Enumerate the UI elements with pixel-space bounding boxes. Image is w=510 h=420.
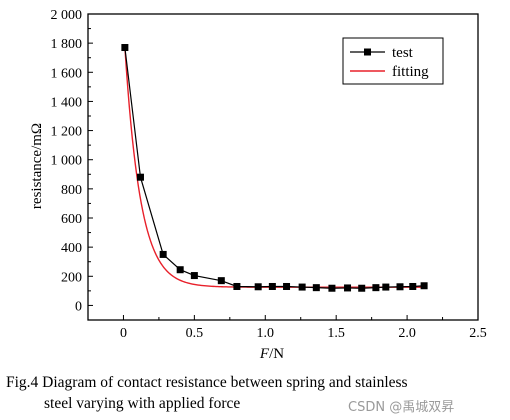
test-data-point: [396, 283, 404, 291]
x-axis-label-unit: /N: [269, 346, 284, 362]
y-tick-label: 1 000: [51, 154, 83, 169]
legend: test fitting: [342, 37, 444, 85]
test-data-point: [121, 44, 129, 52]
legend-box: [342, 37, 444, 85]
test-data-point: [312, 284, 320, 292]
y-tick-label: 1 800: [51, 37, 83, 52]
legend-test-label: test: [392, 45, 414, 61]
x-tick-label: 0: [120, 326, 127, 341]
caption-line-2: steel varying with applied force: [44, 395, 241, 412]
test-data-point: [382, 283, 390, 291]
y-axis-label: resistance/mΩ: [29, 123, 45, 209]
x-tick-label: 2.5: [469, 326, 487, 341]
plot-area: [87, 13, 479, 321]
x-tick-label: 2.0: [398, 326, 416, 341]
legend-fitting-label: fitting: [392, 64, 429, 80]
test-data-point: [409, 282, 417, 290]
test-data-point: [358, 284, 366, 292]
test-data-point: [372, 284, 380, 292]
test-data-point: [328, 284, 336, 292]
caption-line-1: Fig.4 Diagram of contact resistance betw…: [6, 374, 408, 391]
x-tick-label: 0.5: [186, 326, 204, 341]
x-tick-label: 1.0: [257, 326, 275, 341]
test-data-point: [233, 282, 241, 290]
test-data-point: [217, 277, 225, 285]
y-tick-label: 2 000: [51, 8, 83, 23]
watermark: CSDN @禹城双昇: [348, 400, 455, 415]
y-tick-label: 800: [61, 183, 82, 198]
plot-frame: [87, 13, 479, 321]
y-tick-label: 1 600: [51, 66, 83, 81]
y-tick-label: 1 400: [51, 95, 83, 110]
y-tick-label: 600: [61, 212, 82, 227]
y-tick-label: 200: [61, 270, 82, 285]
x-axis-label-variable: F: [259, 346, 270, 362]
test-data-point: [344, 284, 352, 292]
y-tick-label: 0: [75, 299, 82, 314]
test-data-point: [159, 250, 167, 258]
test-data-point: [254, 283, 262, 291]
test-data-point: [136, 173, 144, 181]
test-data-point: [176, 266, 184, 274]
x-axis: 0 0.5 1.0 1.5 2.0 2.5: [120, 315, 487, 341]
test-data-point: [283, 282, 291, 290]
legend-test-marker: [364, 48, 371, 56]
y-tick-label: 1 200: [51, 125, 83, 140]
series-layer: [121, 44, 428, 292]
y-axis: 0 200 400 600 800 1 000 1 200 1 400 1 600 1 800 2 …: [51, 8, 93, 314]
test-data-point: [268, 282, 276, 290]
test-data-point: [420, 282, 428, 290]
test-data-point: [190, 272, 198, 280]
x-tick-label: 1.5: [327, 326, 345, 341]
x-axis-label: F/N: [259, 346, 284, 362]
figure-caption: Fig.4 Diagram of contact resistance betw…: [6, 372, 506, 414]
test-data-point: [298, 283, 306, 291]
y-tick-label: 400: [61, 241, 82, 256]
